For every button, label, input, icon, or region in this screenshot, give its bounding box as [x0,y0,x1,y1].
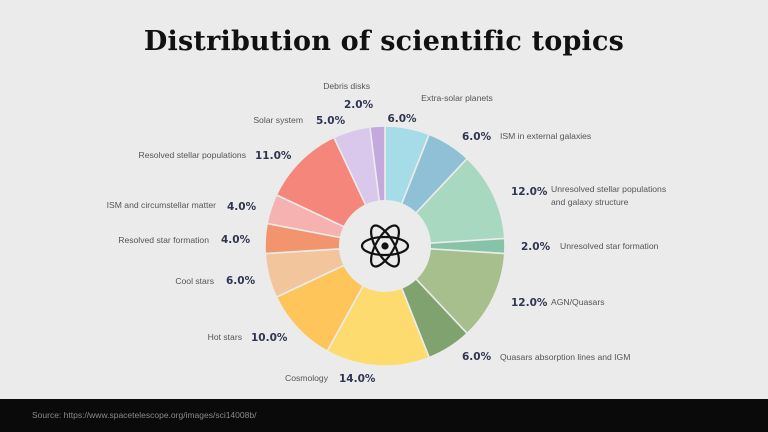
slice-cosmology [326,244,431,367]
value-label-extra-solar-planets: 6.0% [387,113,417,125]
category-label-resolved-star-formation: Resolved star formation [118,235,209,245]
value-label-unresolved-stellar-populations-and-galaxy-structure: 12.0% [511,186,548,198]
category-label-agn-quasars: AGN/Quasars [551,297,605,307]
category-label-hot-stars: Hot stars [208,332,242,342]
category-label-unresolved-stellar-populations-and-galaxy-structure: Unresolved stellar populations and galaxy… [551,184,666,207]
value-label-unresolved-star-formation: 2.0% [521,241,551,253]
value-label-ism-in-external-galaxies: 6.0% [462,131,492,143]
category-label-debris-disks: Debris disks [323,81,370,91]
category-label-solar-system: Solar system [253,115,303,125]
value-label-resolved-stellar-populations: 11.0% [255,150,292,162]
category-label-resolved-stellar-populations: Resolved stellar populations [139,150,247,160]
donut-chart: 6.0% Extra-solar planets 6.0% ISM in extern… [107,81,667,385]
value-label-cool-stars: 6.0% [226,275,256,287]
value-label-resolved-star-formation: 4.0% [221,234,251,246]
value-label-quasars-absorption-lines-and-igm: 6.0% [462,351,492,363]
chart-title: Distribution of scientific topics [143,26,625,57]
value-label-ism-and-circumstellar-matter: 4.0% [227,201,257,213]
value-label-agn-quasars: 12.0% [511,297,548,309]
category-label-ism-in-external-galaxies: ISM in external galaxies [500,131,591,141]
atom-icon [360,224,410,268]
value-label-hot-stars: 10.0% [251,332,288,344]
category-label-cosmology: Cosmology [285,373,329,383]
value-label-debris-disks: 2.0% [344,99,374,111]
value-label-cosmology: 14.0% [339,373,376,385]
category-label-unresolved-star-formation: Unresolved star formation [560,241,659,251]
value-label-solar-system: 5.0% [316,115,346,127]
source-text: Source: https://www.spacetelescope.org/i… [32,410,257,420]
category-label-quasars-absorption-lines-and-igm: Quasars absorption lines and IGM [500,352,630,362]
category-label-extra-solar-planets: Extra-solar planets [421,93,493,103]
category-label-ism-and-circumstellar-matter: ISM and circumstellar matter [107,200,216,210]
footer-bar: Source: https://www.spacetelescope.org/i… [0,399,768,432]
category-label-cool-stars: Cool stars [175,276,214,286]
